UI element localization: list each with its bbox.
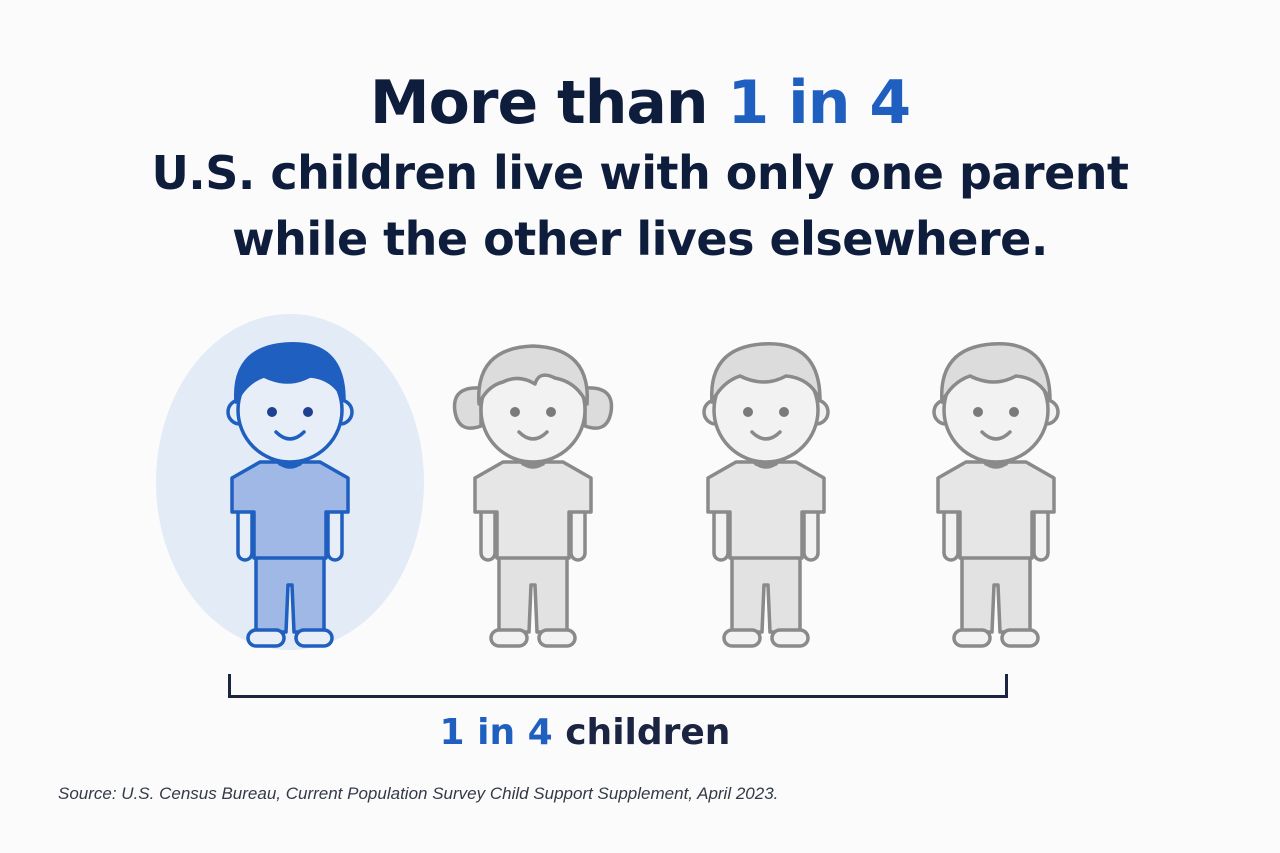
child-boy-icon — [932, 342, 1060, 648]
child-girl-icon — [452, 344, 614, 648]
headline-line-3: while the other lives elsewhere. — [232, 212, 1048, 266]
figures-canvas — [156, 314, 1060, 650]
children-figures — [0, 300, 1280, 670]
child-boy-icon — [702, 342, 830, 648]
headline-line-2: U.S. children live with only one parent — [151, 146, 1129, 200]
headline-accent: 1 in 4 — [727, 68, 912, 138]
grouping-bracket — [228, 674, 1008, 698]
child-boy-icon — [226, 342, 354, 648]
headline: More than 1 in 4 U.S. children live with… — [0, 66, 1280, 272]
bracket-label: 1 in 4 children — [0, 712, 1170, 753]
headline-line-1: More than 1 in 4 — [0, 66, 1280, 140]
source-note: Source: U.S. Census Bureau, Current Popu… — [58, 784, 779, 803]
headline-prefix: More than — [369, 68, 728, 138]
bracket-label-accent: 1 in 4 — [439, 712, 553, 753]
bracket-label-rest: children — [552, 712, 731, 753]
